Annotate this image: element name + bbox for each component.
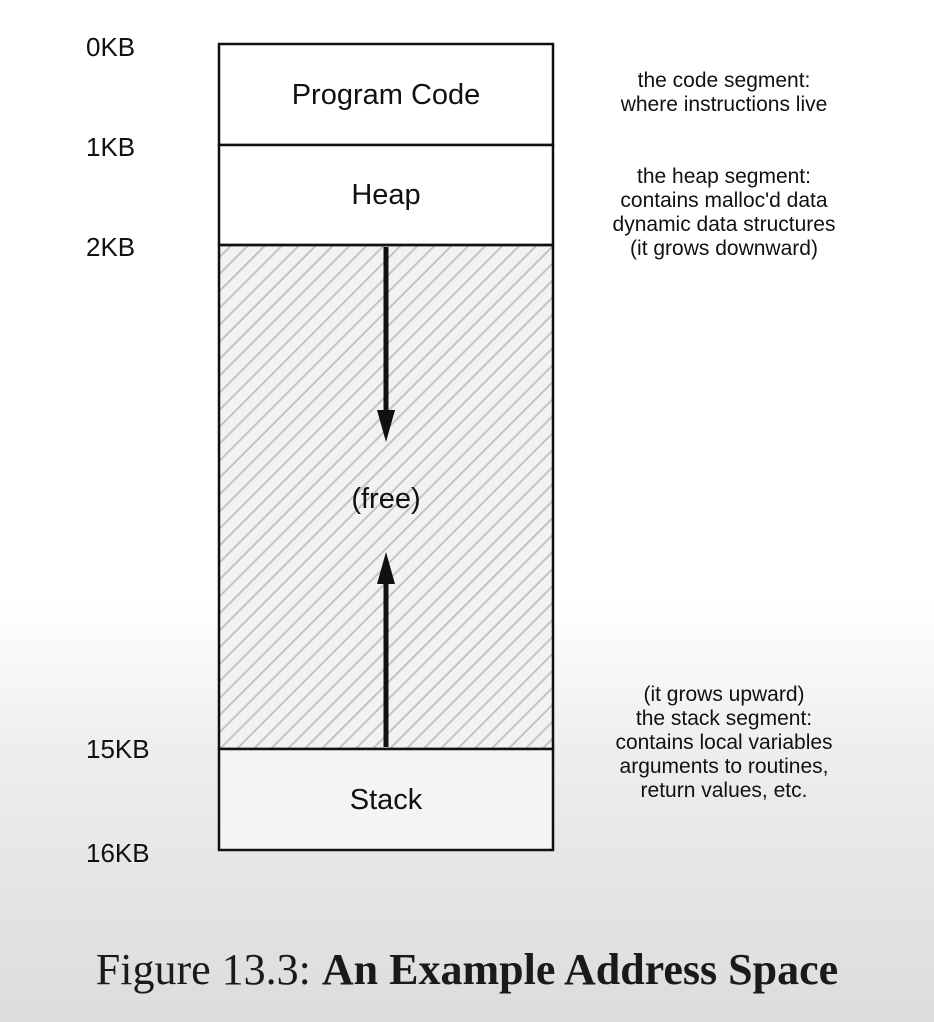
figure-number: Figure 13.3: <box>95 945 311 994</box>
address-label-2kb: 2KB <box>86 232 136 262</box>
note-line: (it grows upward) <box>643 683 805 706</box>
heap-segment-box <box>217 143 555 247</box>
note-line: dynamic data structures <box>612 213 836 236</box>
note-line: the code segment: <box>637 69 811 92</box>
code-segment-box <box>217 42 555 147</box>
code-segment-label: Program Code <box>291 79 481 111</box>
address-label-0kb: 0KB <box>86 32 136 62</box>
note-line: return values, etc. <box>640 779 808 802</box>
note-line: contains malloc'd data <box>620 189 828 212</box>
note-line: (it grows downward) <box>630 237 818 260</box>
note-line: the stack segment: <box>635 707 813 730</box>
note-line: contains local variables <box>615 731 833 754</box>
heap-growth-arrowhead <box>377 410 395 442</box>
figure-title: An Example Address Space <box>321 945 839 994</box>
stack-segment-label: Stack <box>349 784 423 816</box>
address-label-16kb: 16KB <box>86 838 150 868</box>
note-line: the heap segment: <box>637 165 811 188</box>
note-line: arguments to routines, <box>619 755 829 778</box>
address-label-15kb: 15KB <box>86 734 150 764</box>
heap-segment-label: Heap <box>351 179 421 211</box>
stack-segment-box <box>217 747 555 852</box>
stack-segment-note: (it grows upward) the stack segment: con… <box>564 683 884 803</box>
stack-growth-arrowhead <box>377 552 395 584</box>
address-label-1kb: 1KB <box>86 132 136 162</box>
heap-segment-note: the heap segment: contains malloc'd data… <box>564 165 884 261</box>
figure-caption: Figure 13.3: An Example Address Space <box>0 942 934 998</box>
note-line: where instructions live <box>620 93 828 116</box>
code-segment-note: the code segment: where instructions liv… <box>564 69 884 117</box>
free-region-label: (free) <box>351 483 421 515</box>
